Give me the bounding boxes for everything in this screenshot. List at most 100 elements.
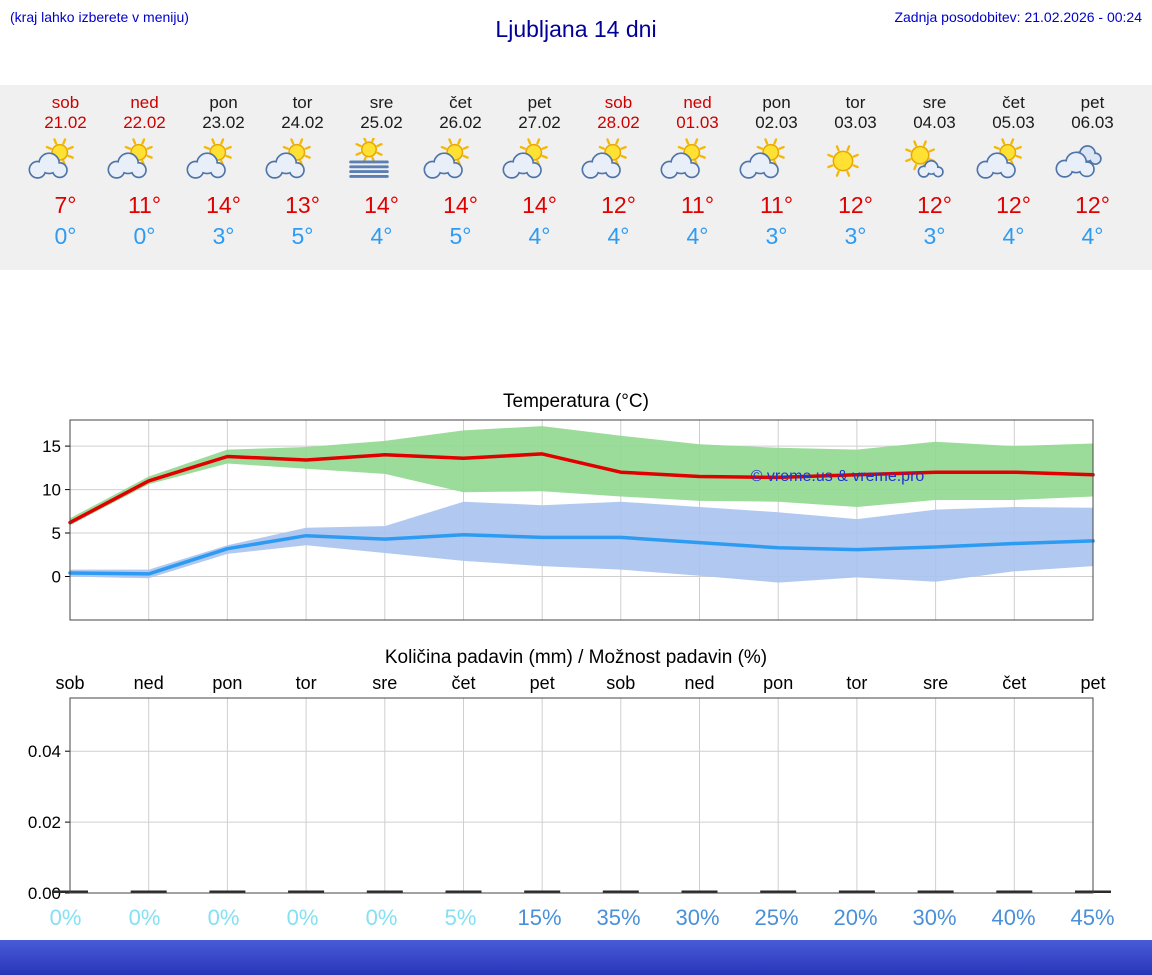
precip-probability: 15% (517, 905, 562, 930)
high-temperature: 12° (917, 192, 952, 218)
forecast-day-22.02[interactable]: ned 22.02 11° 0° (105, 93, 184, 270)
forecast-day-26.02[interactable]: čet 26.02 14° 5° (421, 93, 500, 270)
day-date: 26.02 (439, 113, 482, 132)
day-date: 02.03 (755, 113, 798, 132)
svg-text:sob: sob (606, 673, 635, 693)
forecast-day-25.02[interactable]: sre 25.02 14° 4° (342, 93, 421, 270)
high-temperature: 12° (996, 192, 1031, 218)
high-temperature: 12° (838, 192, 873, 218)
precip-probability: 0% (207, 905, 240, 930)
partly-cloudy-icon (263, 133, 342, 185)
svg-text:pet: pet (1080, 673, 1105, 693)
day-name: ned (683, 93, 712, 112)
svg-text:0.02: 0.02 (28, 813, 61, 832)
partly-cloudy-icon (184, 133, 263, 185)
forecast-day-02.03[interactable]: pon 02.03 11° 3° (737, 93, 816, 270)
svg-text:sre: sre (372, 673, 397, 693)
sun-small-cloud-icon (895, 133, 974, 185)
precip-probability: 40% (991, 905, 1036, 930)
svg-text:15: 15 (42, 437, 61, 456)
low-temperature: 4° (607, 223, 630, 249)
day-date: 23.02 (202, 113, 245, 132)
high-temperature: 14° (443, 192, 478, 218)
svg-text:sob: sob (55, 673, 84, 693)
low-temperature: 3° (844, 223, 867, 249)
high-temperature: 12° (1075, 192, 1110, 218)
day-name: pet (527, 93, 552, 112)
day-name: sob (51, 93, 80, 112)
svg-text:0: 0 (52, 568, 61, 587)
svg-text:čet: čet (451, 673, 475, 693)
day-date: 21.02 (44, 113, 87, 132)
svg-text:pon: pon (763, 673, 793, 693)
forecast-day-28.02[interactable]: sob 28.02 12° 4° (579, 93, 658, 270)
svg-text:0.00: 0.00 (28, 884, 61, 900)
day-name: ned (130, 93, 159, 112)
forecast-day-03.03[interactable]: tor 03.03 12° 3° (816, 93, 895, 270)
day-name: sre (369, 93, 394, 112)
temperature-chart: 0 5 10 15 © vreme.us & vreme.pro (42, 419, 1095, 621)
svg-text:sre: sre (923, 673, 948, 693)
day-date: 05.03 (992, 113, 1035, 132)
day-name: tor (845, 93, 866, 112)
high-temperature: 7° (54, 192, 77, 218)
day-name: čet (1002, 93, 1025, 112)
day-date: 01.03 (676, 113, 719, 132)
high-temperature: 13° (285, 192, 320, 218)
cloudy-icon (1053, 133, 1132, 185)
forecast-day-23.02[interactable]: pon 23.02 14° 3° (184, 93, 263, 270)
day-name: tor (292, 93, 313, 112)
partly-cloudy-icon (579, 133, 658, 185)
high-temperature: 14° (522, 192, 557, 218)
forecast-strip: sob 21.02 7° 0° ned 22.02 11° 0° pon 23.02 14° 3° to… (0, 85, 1152, 270)
day-date: 06.03 (1071, 113, 1114, 132)
forecast-day-04.03[interactable]: sre 04.03 12° 3° (895, 93, 974, 270)
forecast-day-21.02[interactable]: sob 21.02 7° 0° (26, 93, 105, 270)
low-temperature: 4° (528, 223, 551, 249)
forecast-day-27.02[interactable]: pet 27.02 14° 4° (500, 93, 579, 270)
low-temperature: 4° (686, 223, 709, 249)
precip-probability: 35% (596, 905, 641, 930)
low-temperature: 5° (291, 223, 314, 249)
precip-probability: 0% (128, 905, 161, 930)
day-date: 25.02 (360, 113, 403, 132)
partly-cloudy-icon (26, 133, 105, 185)
svg-text:tor: tor (846, 673, 867, 693)
partly-cloudy-icon (974, 133, 1053, 185)
menu-hint: (kraj lahko izberete v meniju) (10, 9, 189, 25)
day-date: 04.03 (913, 113, 956, 132)
low-temperature: 0° (133, 223, 156, 249)
high-temperature: 14° (364, 192, 399, 218)
day-date: 24.02 (281, 113, 324, 132)
day-date: 28.02 (597, 113, 640, 132)
precip-probability: 5% (444, 905, 477, 930)
last-update-timestamp: Zadnja posodobitev: 21.02.2026 - 00:24 (894, 9, 1142, 25)
forecast-day-05.03[interactable]: čet 05.03 12° 4° (974, 93, 1053, 270)
svg-text:pon: pon (212, 673, 242, 693)
day-name: pon (762, 93, 791, 112)
precip-probability: 0% (286, 905, 319, 930)
day-date: 03.03 (834, 113, 877, 132)
day-name: sre (922, 93, 947, 112)
forecast-day-06.03[interactable]: pet 06.03 12° 4° (1053, 93, 1132, 270)
svg-text:tor: tor (296, 673, 317, 693)
partly-cloudy-icon (737, 133, 816, 185)
low-temperature: 3° (923, 223, 946, 249)
forecast-day-01.03[interactable]: ned 01.03 11° 4° (658, 93, 737, 270)
page-header: (kraj lahko izberete v meniju) Ljubljana… (0, 0, 1152, 85)
partly-cloudy-icon (421, 133, 500, 185)
svg-text:ned: ned (684, 673, 714, 693)
forecast-day-24.02[interactable]: tor 24.02 13° 5° (263, 93, 342, 270)
high-temperature: 14° (206, 192, 241, 218)
watermark: © vreme.us & vreme.pro (751, 468, 925, 485)
low-temperature: 0° (54, 223, 77, 249)
high-temperature: 12° (601, 192, 636, 218)
precipitation-chart: sob ned pon tor sre čet pet sob ned pon tor sre čet p… (28, 673, 1111, 900)
svg-text:10: 10 (42, 481, 61, 500)
precip-probability: 30% (675, 905, 720, 930)
day-name: pon (209, 93, 238, 112)
day-date: 22.02 (123, 113, 166, 132)
svg-text:čet: čet (1002, 673, 1026, 693)
low-temperature: 4° (1002, 223, 1025, 249)
spacer (0, 270, 1152, 388)
